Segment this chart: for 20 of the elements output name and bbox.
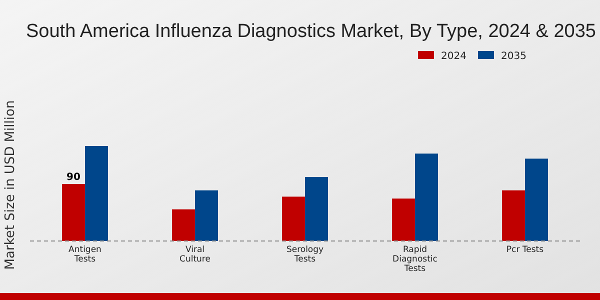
bar [525,158,548,241]
legend-label: 2024 [441,51,466,62]
bar [62,184,85,241]
x-tick-label: Viral Culture [180,245,210,264]
x-tick-label: Antigen Tests [68,245,102,264]
bar [502,190,525,241]
x-tick-label: Serology Tests [286,245,324,264]
x-tick-label: Rapid Diagnostic Tests [392,245,438,274]
x-tick-label: Pcr Tests [506,245,544,255]
data-label: 90 [66,172,80,183]
legend-label: 2035 [501,51,526,62]
bar [195,190,218,241]
bar [415,154,438,241]
bar [172,209,195,241]
bar [282,196,305,241]
chart-title: South America Influenza Diagnostics Market, By Type, 2024 & 2035 [26,21,596,42]
bar [85,146,108,241]
bar [305,177,328,241]
bar [392,198,415,241]
y-axis-title: Market Size in USD Million [3,100,18,270]
